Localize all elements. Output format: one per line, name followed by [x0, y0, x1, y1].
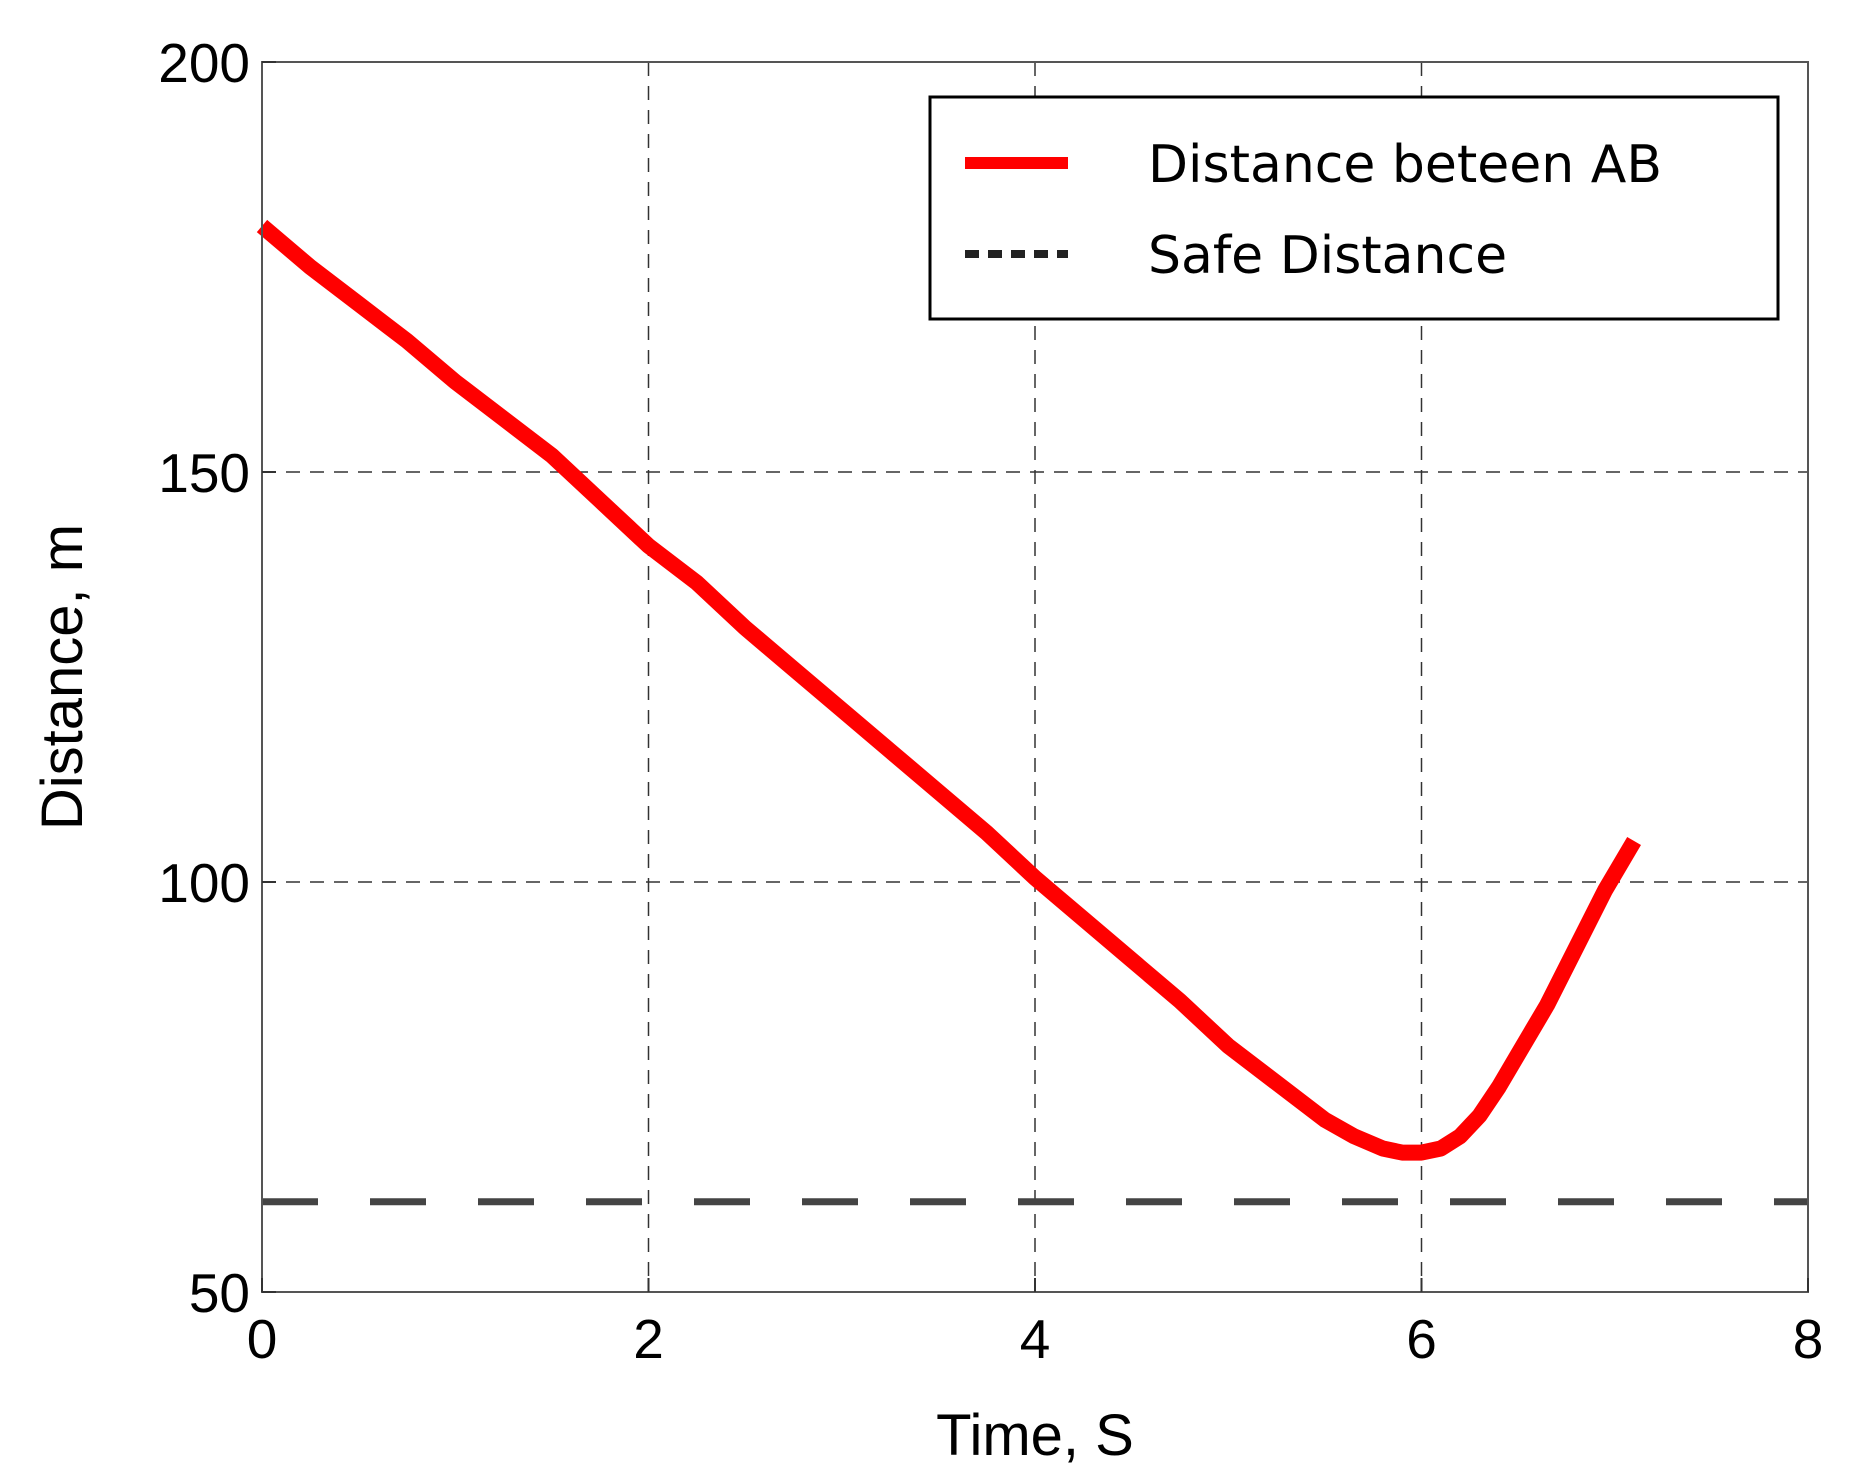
- y-tick-label: 200: [158, 32, 250, 94]
- series-layer: [256, 219, 1808, 1206]
- x-tick-label: 0: [247, 1308, 278, 1370]
- x-tick-label: 6: [1406, 1308, 1437, 1370]
- legend: Distance beteen AB Safe Distance: [928, 95, 1780, 321]
- y-tick-label: 150: [158, 442, 250, 504]
- y-tick-label: 50: [189, 1262, 250, 1324]
- ticks: 0 2 4 6 8 50 100 150 200: [158, 32, 1823, 1370]
- series-line-distance: [256, 219, 1641, 1161]
- y-tick-label: 100: [158, 852, 250, 914]
- x-axis-label: Time, S: [936, 1403, 1134, 1468]
- y-axis-label: Distance, m: [30, 524, 95, 830]
- legend-label-safe-distance: Safe Distance: [1148, 226, 1507, 286]
- legend-label-distance: Distance beteen AB: [1148, 135, 1662, 195]
- x-tick-label: 8: [1793, 1308, 1824, 1370]
- x-tick-label: 4: [1020, 1308, 1051, 1370]
- x-tick-label: 2: [633, 1308, 664, 1370]
- legend-box: [928, 95, 1780, 321]
